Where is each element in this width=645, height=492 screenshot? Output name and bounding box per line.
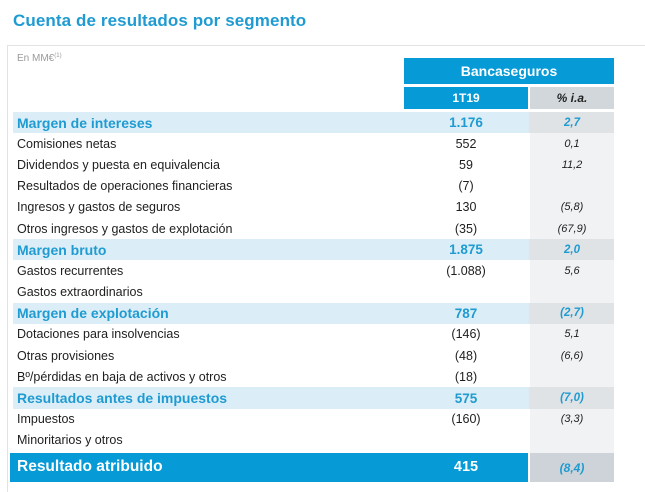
row-label: Resultados antes de impuestos: [17, 390, 228, 407]
row-value: 552: [455, 136, 477, 151]
unit-footnote: (1): [54, 53, 62, 59]
row-label: Otros ingresos y gastos de explotación: [17, 221, 233, 236]
row-label: Margen de explotación: [17, 305, 169, 322]
subtotal-row: Margen bruto 1.875 2,0: [13, 239, 614, 261]
row-change: (3,3): [560, 413, 584, 426]
segment-header: Bancaseguros: [404, 58, 614, 84]
page-title: Cuenta de resultados por segmento: [13, 11, 307, 30]
table-row: Otras provisiones (48) (6,6): [13, 345, 614, 366]
row-label: Dividendos y puesta en equivalencia: [17, 157, 220, 172]
row-value: 1.875: [449, 242, 483, 258]
period-column-header: 1T19: [404, 87, 528, 109]
table-row: Bº/pérdidas en baja de activos y otros (1…: [13, 366, 614, 387]
row-label: Dotaciones para insolvencias: [17, 327, 180, 342]
table-row: Gastos extraordinarios: [13, 282, 614, 303]
row-value: (48): [454, 348, 478, 363]
row-value: 59: [459, 157, 473, 172]
row-label: Resultados de operaciones financieras: [17, 179, 233, 194]
row-label: Minoritarios y otros: [17, 433, 123, 448]
row-change: 2,7: [564, 116, 580, 129]
change-column-header: % i.a.: [530, 87, 614, 109]
row-change: (2,7): [560, 307, 584, 320]
row-value: (7): [458, 179, 474, 194]
row-change: (6,6): [560, 349, 584, 362]
table-row: Gastos recurrentes (1.088) 5,6: [13, 260, 614, 281]
row-change: (67,9): [557, 222, 587, 235]
row-label: Comisiones netas: [17, 136, 117, 151]
row-value: 1.176: [449, 115, 483, 131]
row-value: (18): [454, 369, 478, 384]
subtotal-row: Margen de explotación 787 (2,7): [13, 302, 614, 324]
row-change: 0,1: [564, 137, 580, 150]
row-value: (146): [451, 327, 481, 342]
row-change: (7,0): [560, 392, 584, 405]
total-row: Resultado atribuido 415 (8,4): [10, 453, 614, 482]
row-label: Ingresos y gastos de seguros: [17, 200, 181, 215]
table-row: Impuestos (160) (3,3): [13, 409, 614, 430]
table-row: Dotaciones para insolvencias (146) 5,1: [13, 324, 614, 345]
row-value: 575: [454, 390, 478, 406]
table-row: Minoritarios y otros: [13, 430, 614, 451]
unit-text: En MM€: [17, 53, 55, 64]
row-label: Bº/pérdidas en baja de activos y otros: [17, 369, 227, 384]
total-row-change-cell: [530, 453, 614, 482]
row-value: (1.088): [446, 263, 486, 278]
table-row: Ingresos y gastos de seguros 130 (5,8): [13, 197, 614, 218]
row-change: (5,8): [560, 201, 584, 214]
table-row: Comisiones netas 552 0,1: [13, 133, 614, 154]
row-change: 5,6: [564, 264, 580, 277]
total-row-band: [10, 453, 528, 482]
table-row: Dividendos y puesta en equivalencia 59 11,…: [13, 154, 614, 175]
row-value: (160): [451, 412, 481, 427]
row-label: Gastos recurrentes: [17, 263, 124, 278]
income-statement-rows: Margen de intereses 1.176 2,7 Comisiones ne…: [13, 112, 614, 451]
unit-label: En MM€(1): [17, 53, 62, 64]
table-row: Otros ingresos y gastos de explotación (3…: [13, 218, 614, 239]
row-change: 11,2: [561, 158, 583, 171]
row-change: 5,1: [564, 328, 580, 341]
row-label: Margen bruto: [17, 241, 107, 258]
table-frame: [7, 45, 645, 492]
subtotal-row: Resultados antes de impuestos 575 (7,0): [13, 387, 614, 409]
total-value: 415: [453, 459, 479, 475]
total-change: (8,4): [559, 461, 585, 475]
row-value: 787: [454, 305, 478, 321]
total-label: Resultado atribuido: [17, 458, 163, 475]
row-value: 130: [455, 200, 477, 215]
subtotal-row: Margen de intereses 1.176 2,7: [13, 112, 614, 134]
row-label: Margen de intereses: [17, 114, 153, 131]
row-label: Impuestos: [17, 412, 75, 427]
row-change: 2,0: [564, 243, 580, 256]
table-row: Resultados de operaciones financieras (7): [13, 176, 614, 197]
row-label: Gastos extraordinarios: [17, 285, 143, 300]
row-label: Otras provisiones: [17, 348, 115, 363]
row-value: (35): [454, 221, 478, 236]
